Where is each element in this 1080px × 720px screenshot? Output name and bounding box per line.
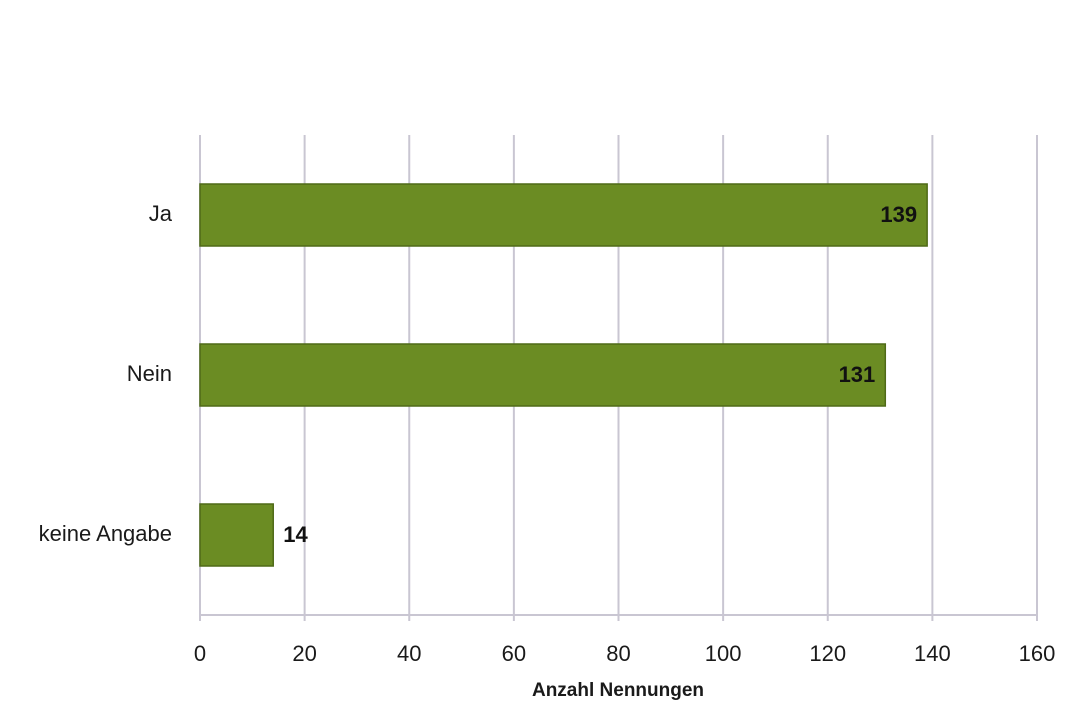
x-tick-label: 20: [292, 641, 316, 666]
value-label: 139: [880, 202, 917, 227]
x-tick-label: 140: [914, 641, 951, 666]
x-tick-label: 80: [606, 641, 630, 666]
x-tick-label: 60: [502, 641, 526, 666]
y-tick-label: Nein: [127, 361, 172, 386]
y-tick-label: keine Angabe: [39, 521, 172, 546]
x-axis-title: Anzahl Nennungen: [532, 680, 704, 701]
bar: [199, 343, 887, 407]
value-label: 14: [283, 522, 308, 547]
x-tick-label: 40: [397, 641, 421, 666]
y-tick-label: Ja: [149, 201, 173, 226]
x-tick-label: 100: [705, 641, 742, 666]
value-label: 131: [839, 362, 876, 387]
x-tick-label: 160: [1019, 641, 1056, 666]
x-tick-label: 0: [194, 641, 206, 666]
x-tick-label: 120: [809, 641, 846, 666]
bar: [199, 183, 928, 247]
bar: [199, 503, 274, 567]
